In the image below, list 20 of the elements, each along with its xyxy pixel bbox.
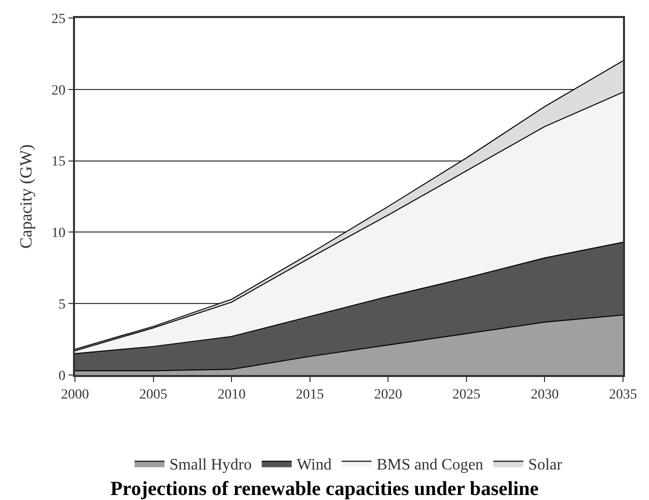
x-tick-label: 2015 — [296, 388, 324, 403]
x-tick-label: 2000 — [61, 388, 89, 403]
legend-label: Solar — [528, 456, 563, 474]
y-tick-label: 20 — [51, 83, 66, 98]
x-tick-label: 2025 — [452, 388, 480, 403]
legend-label: Wind — [296, 456, 332, 474]
x-tick-label: 2005 — [139, 388, 168, 403]
y-tick-label: 15 — [51, 154, 66, 170]
y-tick-label: 10 — [51, 226, 66, 242]
y-axis-title: Capacity (GW) — [16, 144, 36, 249]
y-tick-label: 5 — [58, 298, 66, 312]
legend-label: Small Hydro — [170, 456, 252, 474]
x-tick-label: 2035 — [609, 388, 637, 403]
legend-label: BMS and Cogen — [376, 456, 484, 474]
y-tick-label: 0 — [58, 368, 66, 384]
x-tick-label: 2030 — [530, 388, 559, 403]
y-tick-label: 25 — [51, 12, 66, 27]
x-tick-label: 2010 — [218, 388, 246, 403]
x-tick-label: 2020 — [374, 388, 402, 403]
text: Projections of renewable capacities under baseline — [110, 478, 539, 500]
